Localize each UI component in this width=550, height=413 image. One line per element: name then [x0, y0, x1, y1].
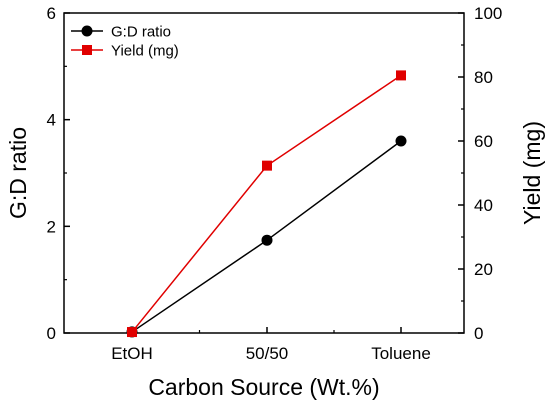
legend-marker-yield — [82, 45, 92, 55]
y-right-tick-label: 100 — [474, 4, 502, 23]
y-left-axis-ticks: 0 2 4 6 — [47, 4, 70, 343]
y-left-axis-title: G:D ratio — [5, 127, 31, 219]
data-point-gd-ratio — [261, 234, 273, 246]
plot-frame — [63, 12, 465, 334]
legend-label-yield: Yield (mg) — [111, 43, 179, 60]
y-right-tick-label: 0 — [474, 324, 483, 343]
x-axis-ticks: EtOH 50/50 Toluene — [111, 327, 431, 363]
legend: G:D ratio Yield (mg) — [71, 24, 179, 60]
y-left-tick-label: 2 — [47, 217, 56, 236]
y-right-tick-label: 80 — [474, 68, 493, 87]
x-tick-label: EtOH — [111, 344, 153, 363]
y-right-axis-ticks: 0 20 40 60 80 100 — [458, 4, 502, 343]
series-layer — [126, 70, 407, 338]
legend-label-gd: G:D ratio — [111, 24, 171, 41]
data-point-yield — [262, 160, 272, 171]
data-point-yield — [396, 70, 406, 81]
data-point-gd-ratio — [395, 135, 407, 147]
x-tick-label: 50/50 — [246, 344, 289, 363]
x-axis-title: Carbon Source (Wt.%) — [148, 374, 379, 400]
y-left-tick-label: 6 — [47, 4, 56, 23]
y-right-tick-label: 60 — [474, 132, 493, 151]
y-right-axis-title: Yield (mg) — [519, 121, 545, 225]
y-left-tick-label: 4 — [47, 111, 56, 130]
series-line-yield — [131, 74, 402, 333]
y-left-tick-label: 0 — [47, 324, 56, 343]
data-point-yield — [127, 327, 137, 338]
y-right-tick-label: 40 — [474, 196, 493, 215]
legend-marker-gd — [81, 25, 93, 37]
y-right-tick-label: 20 — [474, 260, 493, 279]
x-tick-label: Toluene — [371, 344, 431, 363]
